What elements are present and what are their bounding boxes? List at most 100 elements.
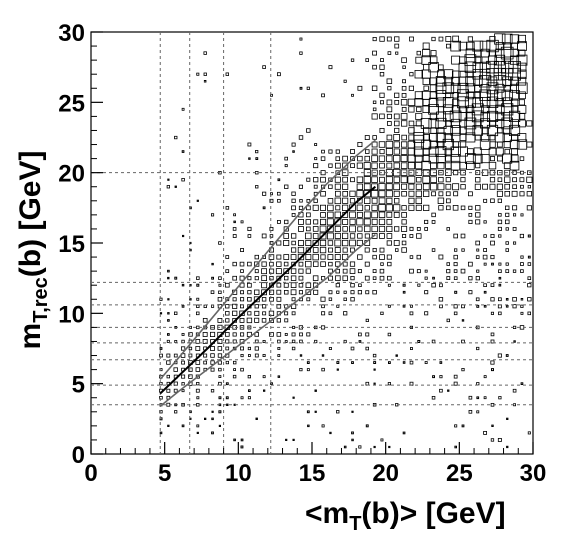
histogram-box [363, 169, 371, 177]
histogram-box [364, 247, 370, 253]
histogram-box [488, 161, 497, 170]
histogram-box [501, 33, 513, 45]
histogram-box [261, 304, 267, 309]
histogram-box [378, 225, 386, 233]
histogram-box [254, 304, 259, 309]
histogram-box [387, 51, 392, 55]
histogram-box [306, 410, 310, 414]
histogram-box [394, 100, 400, 105]
histogram-box [431, 248, 436, 252]
histogram-box [400, 176, 408, 184]
histogram-box [218, 375, 222, 379]
histogram-box [196, 276, 200, 280]
histogram-box [291, 191, 296, 196]
histogram-box [393, 120, 400, 127]
histogram-box [356, 218, 364, 226]
histogram-box [335, 149, 340, 154]
histogram-box [284, 332, 288, 336]
histogram-box [512, 226, 517, 231]
histogram-box [495, 104, 505, 115]
histogram-box [467, 148, 474, 155]
histogram-box [261, 261, 267, 267]
histogram-box [327, 268, 333, 274]
histogram-box [476, 396, 480, 400]
histogram-box [495, 147, 504, 156]
histogram-box [342, 155, 348, 162]
histogram-box [334, 197, 342, 205]
histogram-box [335, 283, 340, 288]
histogram-box [255, 149, 259, 154]
histogram-box [474, 49, 482, 57]
histogram-box [334, 254, 341, 260]
x-tick-label: 15 [299, 460, 326, 487]
histogram-box [305, 282, 312, 288]
histogram-box [312, 275, 319, 281]
histogram-box [475, 297, 480, 302]
histogram-box [268, 268, 275, 274]
histogram-box [379, 36, 385, 42]
histogram-box [424, 361, 428, 364]
histogram-box [414, 98, 424, 107]
histogram-box [513, 340, 516, 343]
histogram-box [239, 261, 245, 267]
histogram-box [401, 190, 407, 197]
band-edge-line [159, 233, 376, 407]
histogram-box [496, 155, 503, 162]
histogram-box [373, 382, 376, 385]
histogram-box [357, 141, 363, 147]
histogram-box [211, 262, 214, 266]
histogram-box [453, 191, 459, 197]
histogram-box [512, 304, 517, 309]
histogram-box [255, 157, 259, 160]
histogram-box [240, 353, 244, 358]
histogram-box [371, 148, 378, 155]
histogram-box [394, 248, 399, 252]
histogram-box [518, 91, 526, 100]
histogram-box [349, 218, 356, 225]
histogram-box [320, 212, 326, 218]
histogram-box [527, 283, 532, 288]
x-tick-label: 30 [520, 460, 547, 487]
histogram-box [365, 58, 369, 62]
histogram-box [494, 54, 506, 66]
histogram-box [483, 375, 487, 379]
histogram-box [167, 276, 170, 280]
histogram-box [312, 253, 319, 261]
histogram-box [188, 332, 193, 337]
histogram-box [363, 183, 371, 191]
histogram-box [409, 234, 414, 238]
histogram-box [328, 346, 332, 350]
histogram-box [335, 156, 340, 161]
histogram-box [527, 297, 532, 302]
histogram-box [305, 226, 311, 232]
histogram-box [319, 204, 326, 211]
histogram-box [305, 260, 312, 268]
histogram-box [379, 176, 385, 183]
y-axis-title: mT,rec(b) [GeV] [14, 151, 52, 350]
histogram-box [356, 162, 363, 169]
histogram-box [290, 289, 297, 296]
histogram-box [498, 283, 502, 287]
histogram-box [475, 205, 481, 211]
histogram-box [489, 36, 496, 43]
histogram-box [511, 134, 519, 141]
histogram-box [283, 226, 289, 232]
histogram-box [415, 56, 423, 64]
histogram-box [460, 268, 466, 274]
histogram-box [526, 205, 532, 211]
histogram-box [501, 103, 514, 116]
histogram-box [240, 445, 244, 449]
histogram-box [262, 353, 266, 357]
histogram-box [393, 198, 400, 204]
histogram-box [379, 275, 385, 281]
histogram-box [393, 162, 400, 169]
histogram-box [372, 289, 377, 295]
x-axis-ticks: 0 5 10 15 20 25 30 [84, 442, 546, 487]
histogram-box [442, 82, 455, 95]
histogram-box [437, 106, 444, 113]
histogram-box [413, 146, 424, 157]
histogram-box [495, 83, 505, 93]
histogram-box [312, 261, 319, 267]
histogram-box [415, 112, 423, 120]
